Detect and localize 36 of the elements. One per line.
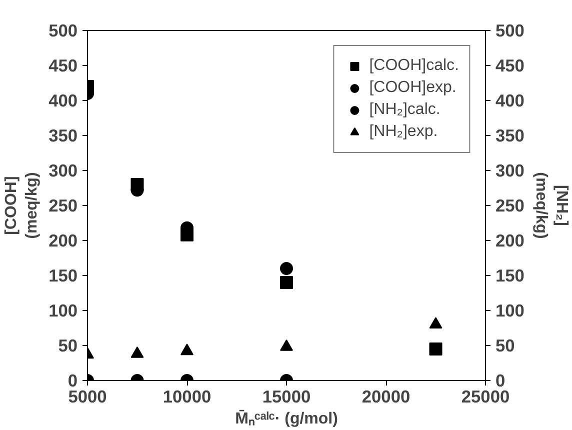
y2-tick-label: 350 [496,126,524,146]
point [280,276,293,289]
y2-tick-label: 450 [496,56,524,76]
y2-axis-title: [NH₂] (meq/kg) [532,172,570,239]
y2-tick-label: 500 [496,20,524,40]
y-tick-label: 300 [48,160,78,180]
y2-tick-label: 100 [496,300,524,320]
x-tick-label: 10000 [162,386,212,406]
legend-label: [COOH]calc. [369,57,459,75]
y-tick-label: 400 [48,90,78,110]
y-tick-label: 150 [48,266,78,286]
legend-label: [NH₂]exp. [369,123,438,141]
y-tick-label: 350 [48,126,78,146]
x-axis-title: M̄ₙᶜᵃˡᶜ· (g/mol) [235,410,338,428]
y2-tick-label: 400 [496,90,524,110]
y2-tick-label: 150 [496,266,524,286]
y2-tick-label: 50 [496,336,515,356]
point [280,262,293,275]
y2-tick-label: 250 [496,196,524,216]
legend-label: [COOH]exp. [369,79,456,97]
y-tick-label: 500 [48,20,78,40]
point [280,339,293,351]
y-tick-label: 200 [48,230,78,250]
y-axis-title: [COOH] (meq/kg) [3,172,41,239]
point [429,317,442,328]
x-tick-label: 20000 [362,386,410,406]
y-tick-label: 250 [48,196,78,216]
y-tick-label: 50 [58,336,78,356]
point [180,344,194,356]
x-tick-label: 15000 [262,386,311,406]
y2-tick-label: 200 [496,230,524,250]
legend-label: [NH₂]calc. [369,101,440,119]
y-tick-label: 100 [48,300,78,320]
y-tick-label: 450 [48,56,78,76]
y2-tick-label: 300 [496,160,524,180]
point [130,346,144,358]
